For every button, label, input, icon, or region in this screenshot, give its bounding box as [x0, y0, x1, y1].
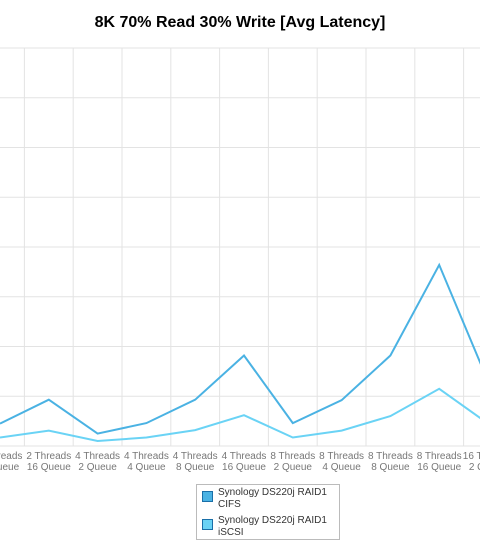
legend-swatch-iscsi [202, 519, 213, 530]
chart-title: 8K 70% Read 30% Write [Avg Latency] [94, 14, 386, 31]
series-line-cifs [0, 262, 480, 435]
x-tick-label: 2 Threads 16 Queue [26, 451, 71, 473]
legend-item-cifs[interactable]: Synology DS220j RAID1 CIFS [202, 487, 336, 511]
legend-swatch-cifs [202, 491, 213, 502]
x-tick-label: 8 Threads 2 Queue [270, 451, 315, 473]
series-lines [0, 262, 480, 443]
legend-label-cifs: Synology DS220j RAID1 CIFS [218, 487, 327, 510]
x-tick-label: 4 Threads 4 Queue [124, 451, 169, 473]
x-tick-label: 4 Threads 2 Queue [75, 451, 120, 473]
x-tick-label: 8 Threads 16 Queue [417, 451, 462, 473]
series-line-iscsi [0, 387, 480, 443]
legend-label-iscsi: Synology DS220j RAID1 iSCSI [218, 515, 327, 538]
x-tick-label: 4 Threads 8 Queue [173, 451, 218, 473]
legend: Synology DS220j RAID1 CIFS Synology DS22… [196, 484, 340, 540]
x-tick-label: 4 Threads 16 Queue [222, 451, 267, 473]
grid-lines [0, 47, 480, 447]
x-tick-label: 8 Threads 4 Queue [319, 451, 364, 473]
legend-item-iscsi[interactable]: Synology DS220j RAID1 iSCSI [202, 515, 336, 539]
x-tick-label: 8 Threads 8 Queue [368, 451, 413, 473]
